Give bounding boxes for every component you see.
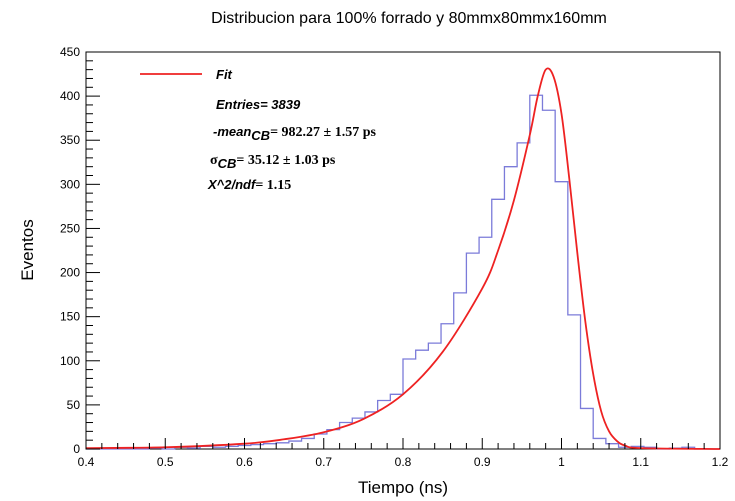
- legend-chi2-value: = 1.15: [255, 178, 291, 193]
- y-tick-label: 150: [60, 310, 80, 324]
- y-axis-ticks: 0 50 100 150 200 250 300 350 400 450: [60, 45, 100, 456]
- y-tick-label: 50: [67, 398, 81, 412]
- legend-sigma-value: = 35.12 ± 1.03 ps: [236, 153, 335, 168]
- fit-curve: [85, 67, 721, 450]
- x-tick-label: 0.5: [157, 455, 174, 469]
- legend-chi2: X^2/ndf= 1.15: [207, 177, 291, 193]
- legend-sigma: σCB= 35.12 ± 1.03 ps: [210, 153, 336, 171]
- legend-mean: -meanCB= 982.27 ± 1.57 ps: [213, 124, 377, 143]
- y-tick-label: 450: [60, 45, 80, 59]
- y-tick-label: 200: [60, 266, 80, 280]
- x-tick-label: 1.1: [632, 455, 649, 469]
- y-tick-label: 350: [60, 133, 80, 147]
- y-tick-label: 400: [60, 89, 80, 103]
- y-tick-label: 100: [60, 354, 80, 368]
- y-tick-label: 300: [60, 177, 80, 191]
- x-axis-label: Tiempo (ns): [358, 478, 448, 497]
- legend: Fit Entries= 3839 -meanCB= 982.27 ± 1.57…: [140, 67, 377, 193]
- x-tick-label: 1.2: [712, 455, 729, 469]
- x-tick-label: 0.7: [315, 455, 332, 469]
- x-axis-ticks: 0.4 0.5 0.6 0.7 0.8 0.9 1 1.1 1.2: [78, 438, 729, 469]
- legend-entries: Entries= 3839: [216, 97, 301, 112]
- chart-title: Distribucion para 100% forrado y 80mmx80…: [211, 10, 607, 27]
- y-axis-label: Eventos: [18, 219, 37, 280]
- legend-chi2-label: X^2/ndf: [207, 177, 257, 192]
- legend-sigma-symbol: σ: [210, 153, 218, 168]
- x-tick-label: 0.8: [395, 455, 412, 469]
- legend-mean-value: = 982.27 ± 1.57 ps: [270, 125, 376, 140]
- legend-sigma-sub: CB: [218, 156, 237, 171]
- legend-fit-label: Fit: [216, 67, 233, 82]
- x-tick-label: 0.9: [474, 455, 491, 469]
- x-tick-label: 1: [558, 455, 565, 469]
- legend-mean-prefix: -mean: [213, 124, 251, 139]
- plot-area: 0.4 0.5 0.6 0.7 0.8 0.9 1 1.1 1.2 0 50 100 150 200 25…: [60, 45, 729, 469]
- legend-mean-sub: CB: [251, 128, 270, 143]
- x-tick-label: 0.6: [236, 455, 253, 469]
- y-tick-label: 250: [60, 221, 80, 235]
- x-tick-label: 0.4: [78, 455, 95, 469]
- y-tick-label: 0: [73, 442, 80, 456]
